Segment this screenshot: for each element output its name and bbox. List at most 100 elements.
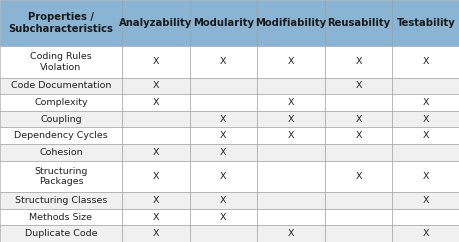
Bar <box>324 78 392 94</box>
Text: Analyzability: Analyzability <box>119 18 192 28</box>
Text: Modifiability: Modifiability <box>255 18 326 28</box>
Text: X: X <box>219 131 226 140</box>
Bar <box>392 209 459 225</box>
Text: X: X <box>152 148 159 157</box>
Bar <box>189 144 257 161</box>
Bar <box>257 46 324 78</box>
Bar <box>257 144 324 161</box>
Bar <box>324 225 392 242</box>
Text: Coupling: Coupling <box>40 115 82 124</box>
Text: X: X <box>422 172 429 181</box>
Text: X: X <box>152 229 159 238</box>
Bar <box>122 0 189 46</box>
Text: X: X <box>354 57 361 66</box>
Text: X: X <box>287 57 294 66</box>
Bar <box>257 225 324 242</box>
Bar <box>0 46 122 78</box>
Text: X: X <box>219 172 226 181</box>
Bar <box>392 111 459 128</box>
Text: X: X <box>354 81 361 91</box>
Text: Modularity: Modularity <box>192 18 253 28</box>
Bar <box>324 192 392 209</box>
Text: Methods Size: Methods Size <box>29 212 92 222</box>
Text: X: X <box>422 196 429 205</box>
Bar <box>324 161 392 192</box>
Bar <box>122 192 189 209</box>
Bar <box>189 225 257 242</box>
Bar <box>122 161 189 192</box>
Text: X: X <box>422 131 429 140</box>
Bar <box>324 128 392 144</box>
Bar <box>257 78 324 94</box>
Text: Dependency Cycles: Dependency Cycles <box>14 131 107 140</box>
Bar <box>257 111 324 128</box>
Text: X: X <box>422 57 429 66</box>
Bar <box>324 144 392 161</box>
Text: Code Documentation: Code Documentation <box>11 81 111 91</box>
Text: Properties /
Subcharacteristics: Properties / Subcharacteristics <box>9 12 113 34</box>
Bar <box>122 225 189 242</box>
Bar <box>189 0 257 46</box>
Text: Duplicate Code: Duplicate Code <box>25 229 97 238</box>
Text: X: X <box>287 131 294 140</box>
Bar <box>0 78 122 94</box>
Text: X: X <box>152 57 159 66</box>
Bar <box>324 111 392 128</box>
Bar <box>0 144 122 161</box>
Bar <box>392 0 459 46</box>
Bar <box>257 0 324 46</box>
Text: Coding Rules
Violation: Coding Rules Violation <box>30 52 92 72</box>
Bar <box>189 209 257 225</box>
Text: X: X <box>287 229 294 238</box>
Bar <box>392 46 459 78</box>
Bar <box>392 128 459 144</box>
Text: X: X <box>152 81 159 91</box>
Text: X: X <box>422 115 429 124</box>
Bar <box>324 209 392 225</box>
Bar <box>122 111 189 128</box>
Text: Structuring Classes: Structuring Classes <box>15 196 107 205</box>
Text: Complexity: Complexity <box>34 98 88 107</box>
Bar <box>189 94 257 111</box>
Bar <box>0 111 122 128</box>
Bar <box>0 225 122 242</box>
Text: Cohesion: Cohesion <box>39 148 83 157</box>
Bar <box>122 128 189 144</box>
Bar <box>0 161 122 192</box>
Text: X: X <box>287 98 294 107</box>
Text: X: X <box>152 98 159 107</box>
Bar <box>122 94 189 111</box>
Bar <box>122 209 189 225</box>
Bar <box>189 192 257 209</box>
Bar <box>0 0 122 46</box>
Text: X: X <box>219 212 226 222</box>
Bar <box>392 225 459 242</box>
Text: X: X <box>219 148 226 157</box>
Bar <box>0 94 122 111</box>
Bar <box>392 192 459 209</box>
Bar <box>324 46 392 78</box>
Text: X: X <box>422 229 429 238</box>
Bar <box>189 161 257 192</box>
Bar <box>257 128 324 144</box>
Bar <box>0 192 122 209</box>
Text: X: X <box>219 196 226 205</box>
Bar <box>324 0 392 46</box>
Text: X: X <box>354 172 361 181</box>
Bar <box>0 128 122 144</box>
Text: X: X <box>287 115 294 124</box>
Text: Testability: Testability <box>396 18 454 28</box>
Bar <box>392 161 459 192</box>
Bar <box>392 144 459 161</box>
Bar <box>324 94 392 111</box>
Text: X: X <box>219 115 226 124</box>
Text: X: X <box>354 131 361 140</box>
Bar <box>122 144 189 161</box>
Bar <box>189 111 257 128</box>
Bar <box>257 94 324 111</box>
Text: X: X <box>354 115 361 124</box>
Bar <box>257 209 324 225</box>
Bar <box>392 78 459 94</box>
Text: X: X <box>152 172 159 181</box>
Bar <box>257 192 324 209</box>
